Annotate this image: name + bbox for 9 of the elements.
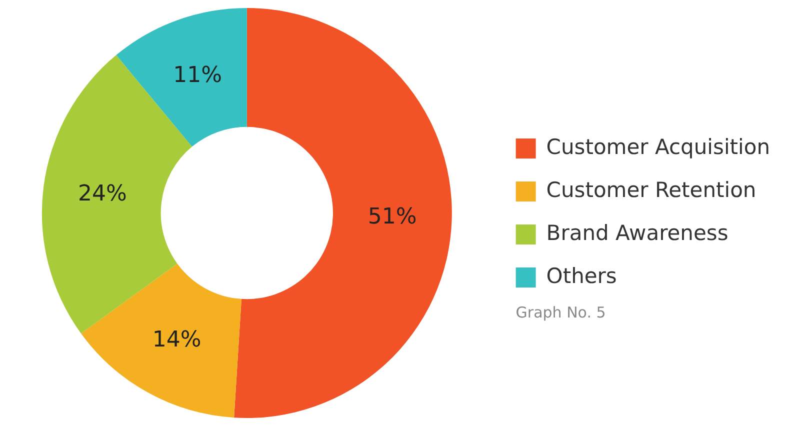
text: Graph No. 5 [516, 303, 606, 322]
data-label: 14% [152, 327, 202, 352]
legend-label: Customer Acquisition [546, 134, 770, 159]
legend-label: Customer Retention [546, 178, 756, 202]
data-label: 11% [173, 62, 222, 88]
legend-label: Others [546, 264, 617, 288]
data-label: 51% [368, 204, 417, 230]
data-label: 24% [78, 181, 127, 206]
legend-label: Brand Awareness [546, 220, 728, 245]
